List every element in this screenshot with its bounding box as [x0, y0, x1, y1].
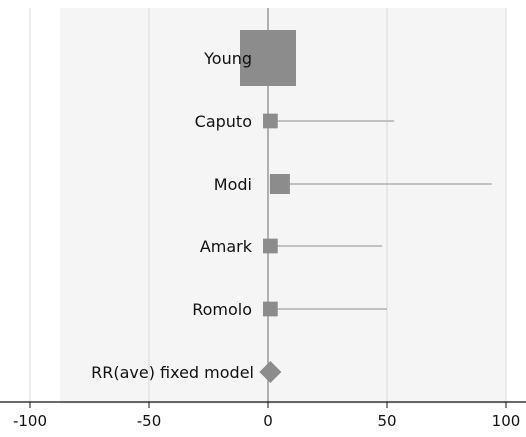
- summary-label: RR(ave) fixed model: [91, 363, 254, 382]
- study-row: Young: [203, 30, 296, 86]
- x-axis-ticks: -100 -50 0 50 100: [13, 402, 520, 430]
- study-label: Caputo: [195, 112, 252, 131]
- study-row: Modi: [214, 174, 492, 194]
- study-label: Modi: [214, 175, 252, 194]
- study-label: Amark: [200, 237, 253, 256]
- effect-size-square: [269, 174, 290, 194]
- summary-row: RR(ave) fixed model: [91, 361, 282, 383]
- summary-diamond: [259, 361, 282, 383]
- study-row: Caputo: [195, 112, 395, 131]
- x-tick-label: 50: [377, 412, 396, 430]
- study-label: Young: [203, 49, 252, 68]
- x-tick-label: 0: [263, 412, 273, 430]
- study-label: Romolo: [192, 300, 252, 319]
- effect-size-square: [263, 238, 278, 254]
- effect-size-square: [240, 30, 296, 86]
- gridlines: [29, 8, 507, 402]
- study-row: Amark: [200, 237, 383, 256]
- x-tick-label: -100: [13, 412, 47, 430]
- effect-size-square: [263, 301, 278, 317]
- effect-size-square: [263, 113, 278, 129]
- study-row: Romolo: [192, 300, 387, 319]
- x-tick-label: 100: [492, 412, 521, 430]
- study-rows: Young Caputo Modi Amark Romolo: [192, 30, 492, 319]
- x-tick-label: -50: [137, 412, 162, 430]
